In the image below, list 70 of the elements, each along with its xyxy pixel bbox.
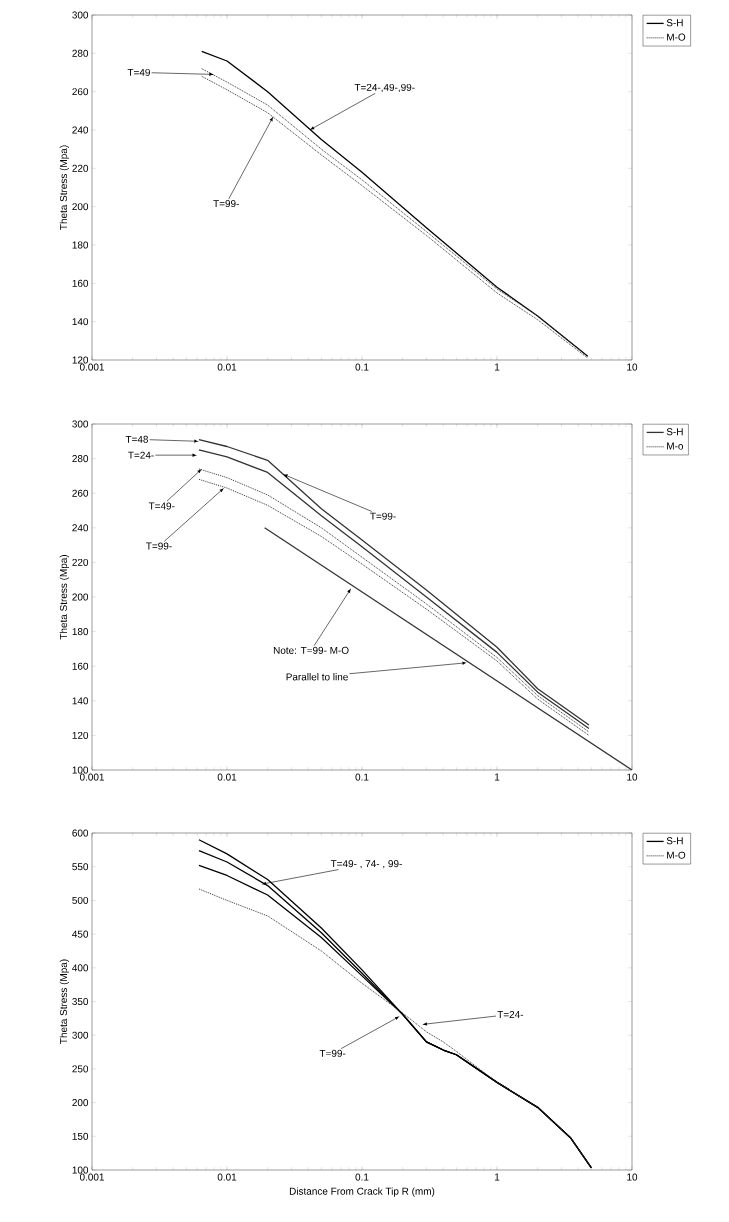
y-tick-label: 450 (72, 930, 89, 938)
x-tick-label: 0.001 (79, 773, 104, 781)
y-tick-label: 150 (72, 1132, 89, 1140)
y-tick-label: 250 (72, 1065, 89, 1073)
y-tick-label: 300 (72, 11, 89, 19)
annotation: T=48 (125, 435, 149, 443)
y-tick-label: 180 (72, 241, 89, 249)
y-tick-label: 400 (72, 964, 89, 972)
x-tick-label: 0.001 (79, 1173, 104, 1181)
annotation: T=99- (370, 512, 396, 520)
y-tick-label: 240 (72, 524, 89, 532)
x-tick-label: 10 (627, 773, 638, 781)
legend-label: M-O (667, 33, 686, 41)
x-tick-label: 0.01 (217, 363, 237, 371)
annotation: T=24- (497, 1010, 524, 1018)
annotation: T=99- (319, 1049, 346, 1057)
annotation: T=49 (127, 68, 150, 76)
x-tick-label: 0.01 (217, 773, 237, 781)
x-axis-title: Distance From Crack Tip R (mm) (289, 1187, 435, 1197)
y-tick-label: 260 (72, 489, 89, 497)
legend-label: M-o (667, 442, 684, 450)
annotation: T=49- , 74- , 99- (330, 860, 402, 869)
y-tick-label: 550 (72, 863, 89, 871)
y-tick-label: 240 (72, 126, 89, 134)
y-tick-label: 160 (72, 279, 89, 287)
y-tick-label: 220 (72, 164, 89, 172)
y-tick-label: 260 (72, 88, 89, 96)
x-tick-label: 0.001 (79, 363, 104, 371)
annotation: T=24- (128, 451, 154, 459)
x-tick-label: 1 (495, 363, 500, 371)
y-tick-label: 200 (72, 1099, 89, 1107)
legend-label: S-H (666, 428, 683, 436)
y-tick-label: 160 (72, 662, 89, 670)
annotation: T=24-,49-,99- (354, 83, 415, 93)
y-tick-label: 100 (72, 1166, 89, 1174)
x-tick-label: 0.1 (355, 363, 369, 371)
legend-label: S-H (666, 837, 683, 845)
annotation: T=49- (148, 502, 175, 510)
y-tick-label: 120 (72, 731, 89, 739)
x-tick-label: 1 (495, 773, 500, 781)
x-tick-label: 10 (627, 363, 638, 371)
y-tick-label: 140 (72, 318, 89, 326)
x-tick-label: 0.01 (217, 1173, 237, 1181)
y-tick-label: 200 (72, 593, 89, 601)
y-axis-title: Theta Stress (Mpa) (59, 145, 70, 230)
y-tick-label: 120 (72, 356, 89, 364)
x-tick-label: 1 (495, 1173, 500, 1181)
annotation: T=99- (213, 200, 239, 208)
y-axis-title: Theta Stress (Mpa) (59, 555, 70, 640)
y-axis-title: Theta Stress (Mpa) (59, 959, 70, 1044)
y-tick-label: 100 (72, 766, 89, 774)
y-tick-label: 500 (72, 896, 89, 904)
y-tick-label: 180 (72, 628, 89, 636)
y-tick-label: 200 (72, 203, 89, 211)
y-tick-label: 280 (72, 455, 89, 463)
annotation: Parallel to line (286, 673, 348, 681)
y-tick-label: 140 (72, 697, 89, 705)
y-tick-label: 300 (72, 420, 89, 428)
y-tick-label: 350 (72, 997, 89, 1006)
x-tick-label: 0.1 (355, 1173, 369, 1181)
annotation: Note: T=99- M-O (273, 646, 349, 654)
x-tick-label: 10 (627, 1173, 638, 1181)
y-tick-label: 300 (72, 1031, 89, 1039)
legend-label: M-O (667, 851, 686, 859)
annotation: T=99- (146, 542, 172, 550)
y-tick-label: 600 (72, 829, 89, 837)
y-tick-label: 280 (72, 49, 89, 57)
x-tick-label: 0.1 (355, 773, 369, 781)
y-tick-label: 220 (72, 558, 89, 566)
legend-label: S-H (666, 19, 683, 27)
